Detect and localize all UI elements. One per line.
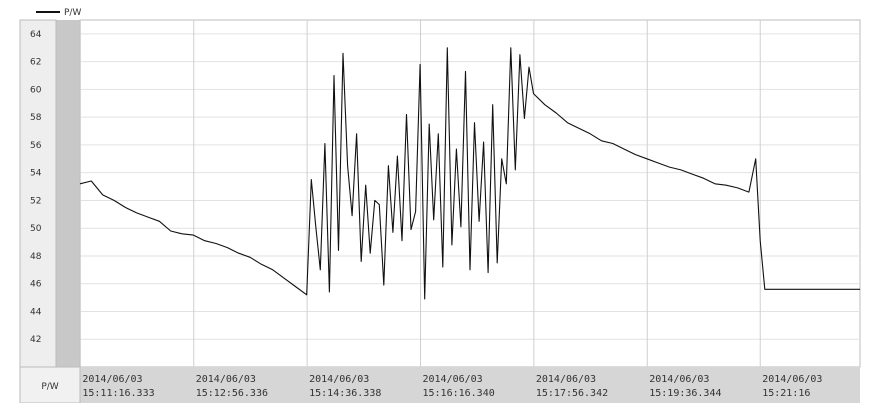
y-tick-label: 60 [30,85,42,95]
x-tick-date: 2014/06/03 [649,374,709,385]
x-tick-label: 2014/06/03 15:12:56.336 [196,374,268,399]
series-line-p-w [79,47,860,300]
x-tick-date: 2014/06/03 [82,374,142,385]
x-tick-label: 2014/06/03 15:14:36.338 [309,374,381,399]
x-tick-date: 2014/06/03 [536,374,596,385]
x-tick-label: 2014/06/03 15:19:36.344 [649,374,721,399]
y-tick-label: 50 [30,224,42,234]
legend-label: P/W [64,8,81,18]
x-axis-strip [80,367,860,403]
corner-box [19,366,81,403]
x-axis: 2014/06/03 15:11:16.333 2014/06/03 15:12:56… [82,374,822,399]
x-tick-date: 2014/06/03 [309,374,369,385]
x-tick-date: 2014/06/03 [762,374,822,385]
y-tick-label: 52 [30,196,41,206]
grid [79,20,860,367]
x-tick-label: 2014/06/03 15:17:56.342 [536,374,608,399]
plot-area [79,19,861,368]
x-tick-time: 15:12:56.336 [196,388,268,399]
series-layer [79,47,860,300]
y-tick-label: 46 [30,280,42,290]
x-tick-time: 15:21:16 [762,388,810,399]
x-tick-time: 15:19:36.344 [649,388,721,399]
y-axis-panel [19,19,57,368]
y-tick-label: 56 [30,141,42,151]
y-tick-label: 62 [30,58,41,68]
x-tick-label: 2014/06/03 15:16:16.340 [423,374,495,399]
corner-label: P/W [41,382,58,392]
x-tick-time: 15:11:16.333 [82,388,154,399]
y-tick-label: 42 [30,335,41,345]
y-tick-label: 64 [30,30,42,40]
x-tick-date: 2014/06/03 [423,374,483,385]
x-tick-time: 15:17:56.342 [536,388,608,399]
x-tick-label: 2014/06/03 15:11:16.333 [82,374,154,399]
legend: P/W [36,8,81,18]
x-tick-date: 2014/06/03 [196,374,256,385]
y-axis: 42 44 46 48 50 52 54 56 58 60 62 64 [30,30,42,345]
y-tick-label: 54 [30,169,42,179]
x-tick-time: 15:14:36.338 [309,388,381,399]
x-tick-time: 15:16:16.340 [423,388,495,399]
y-tick-label: 48 [30,252,42,262]
x-tick-label: 2014/06/03 15:21:16 [762,374,822,399]
y-tick-label: 58 [30,113,42,123]
y-tick-label: 44 [30,307,42,317]
